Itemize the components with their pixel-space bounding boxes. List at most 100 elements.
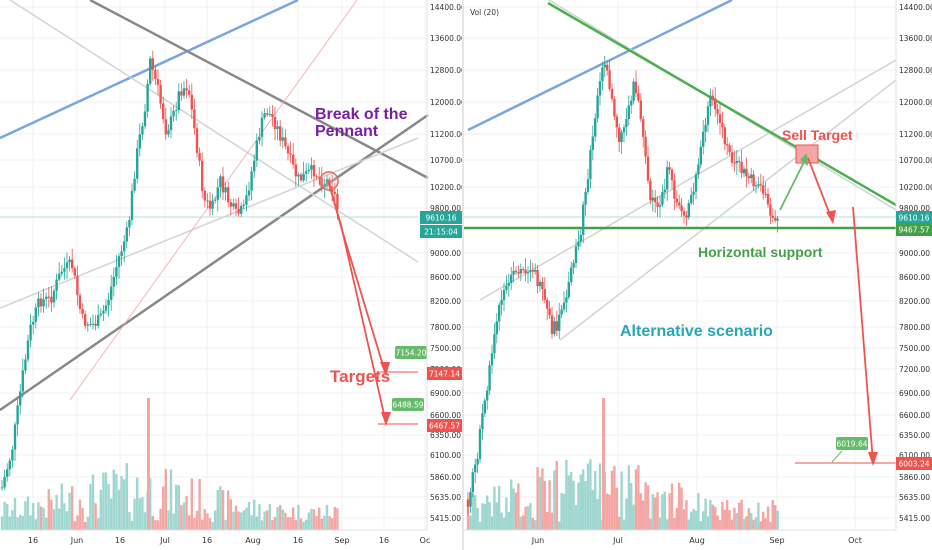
candle[interactable] <box>531 270 534 272</box>
candle[interactable] <box>227 187 230 203</box>
candle[interactable] <box>107 299 110 306</box>
candle[interactable] <box>188 90 191 95</box>
candle[interactable] <box>97 315 100 326</box>
candle[interactable] <box>678 202 681 206</box>
candle[interactable] <box>771 215 774 218</box>
candle[interactable] <box>175 110 178 112</box>
candle[interactable] <box>138 134 141 149</box>
candle[interactable] <box>747 176 750 179</box>
candle[interactable] <box>490 353 494 366</box>
left-time-axis[interactable]: 16 Jun 16 Jul 16 Aug 16 Sep 16 Oc <box>0 529 430 545</box>
candle[interactable] <box>550 315 554 335</box>
candle[interactable] <box>42 299 45 307</box>
candle[interactable] <box>469 492 472 507</box>
candle[interactable] <box>263 113 266 118</box>
candle[interactable] <box>16 405 19 425</box>
candle[interactable] <box>318 176 321 178</box>
candle[interactable] <box>130 190 134 220</box>
candle[interactable] <box>0 487 4 489</box>
candle[interactable] <box>102 310 105 314</box>
candle[interactable] <box>512 270 515 275</box>
candle[interactable] <box>510 274 513 283</box>
candle[interactable] <box>682 211 686 216</box>
candle[interactable] <box>190 94 193 110</box>
candle[interactable] <box>752 174 755 187</box>
candle[interactable] <box>694 174 698 192</box>
candle[interactable] <box>115 267 118 277</box>
candle[interactable] <box>622 127 626 133</box>
candle[interactable] <box>601 67 604 82</box>
candle[interactable] <box>560 309 563 315</box>
candle[interactable] <box>154 69 157 79</box>
candle[interactable] <box>630 100 633 106</box>
candle[interactable] <box>514 270 518 273</box>
candle[interactable] <box>730 152 734 163</box>
candle[interactable] <box>55 279 58 291</box>
candle[interactable] <box>776 218 779 221</box>
candle[interactable] <box>273 117 277 130</box>
candle[interactable] <box>466 500 470 507</box>
candle[interactable] <box>302 173 305 181</box>
candle[interactable] <box>146 83 149 112</box>
candle[interactable] <box>529 270 532 272</box>
candle[interactable] <box>289 153 292 155</box>
candle[interactable] <box>286 146 290 154</box>
candle[interactable] <box>271 113 274 118</box>
candle[interactable] <box>94 323 97 326</box>
candle[interactable] <box>112 276 115 287</box>
candle[interactable] <box>639 100 642 120</box>
candle[interactable] <box>276 126 279 130</box>
candle[interactable] <box>565 297 568 303</box>
candle[interactable] <box>558 314 561 331</box>
candle[interactable] <box>19 391 22 406</box>
candle[interactable] <box>125 227 128 242</box>
candle[interactable] <box>649 180 652 201</box>
candle[interactable] <box>86 324 89 326</box>
candle[interactable] <box>307 169 310 172</box>
candle[interactable] <box>143 111 147 127</box>
candle[interactable] <box>615 116 618 128</box>
candle[interactable] <box>250 171 253 191</box>
candle[interactable] <box>32 321 35 325</box>
candle[interactable] <box>680 205 683 212</box>
candle[interactable] <box>260 117 264 137</box>
candle[interactable] <box>654 197 657 203</box>
candle[interactable] <box>242 204 245 206</box>
candle[interactable] <box>745 168 748 177</box>
candle[interactable] <box>538 281 542 287</box>
candle[interactable] <box>211 200 214 209</box>
candle[interactable] <box>546 299 549 309</box>
candle[interactable] <box>526 271 530 274</box>
candle[interactable] <box>591 136 594 150</box>
candle[interactable] <box>182 88 186 96</box>
candle[interactable] <box>644 136 647 157</box>
candle[interactable] <box>574 246 578 264</box>
candle[interactable] <box>757 184 760 186</box>
candle[interactable] <box>323 183 326 189</box>
candle[interactable] <box>666 167 669 190</box>
candle[interactable] <box>156 78 160 85</box>
candle[interactable] <box>214 199 217 201</box>
candle[interactable] <box>63 268 66 272</box>
candle[interactable] <box>534 269 537 272</box>
candle[interactable] <box>21 370 24 392</box>
candle[interactable] <box>333 191 336 194</box>
left-chart-panel[interactable]: 7154.20 6488.59 Break of the Pennant Tar… <box>0 0 466 545</box>
candle[interactable] <box>84 314 87 326</box>
candle[interactable] <box>29 324 32 341</box>
candle[interactable] <box>493 334 496 354</box>
candle[interactable] <box>247 190 251 196</box>
candle[interactable] <box>735 160 738 164</box>
candle[interactable] <box>709 95 712 107</box>
candle[interactable] <box>177 91 180 111</box>
right-candles[interactable] <box>466 55 779 516</box>
candle[interactable] <box>675 198 678 203</box>
candle[interactable] <box>310 165 313 170</box>
candle[interactable] <box>577 241 580 247</box>
candle[interactable] <box>476 458 479 465</box>
candle[interactable] <box>606 64 609 71</box>
candle[interactable] <box>284 137 287 147</box>
candle[interactable] <box>582 204 585 235</box>
candle[interactable] <box>594 118 597 137</box>
